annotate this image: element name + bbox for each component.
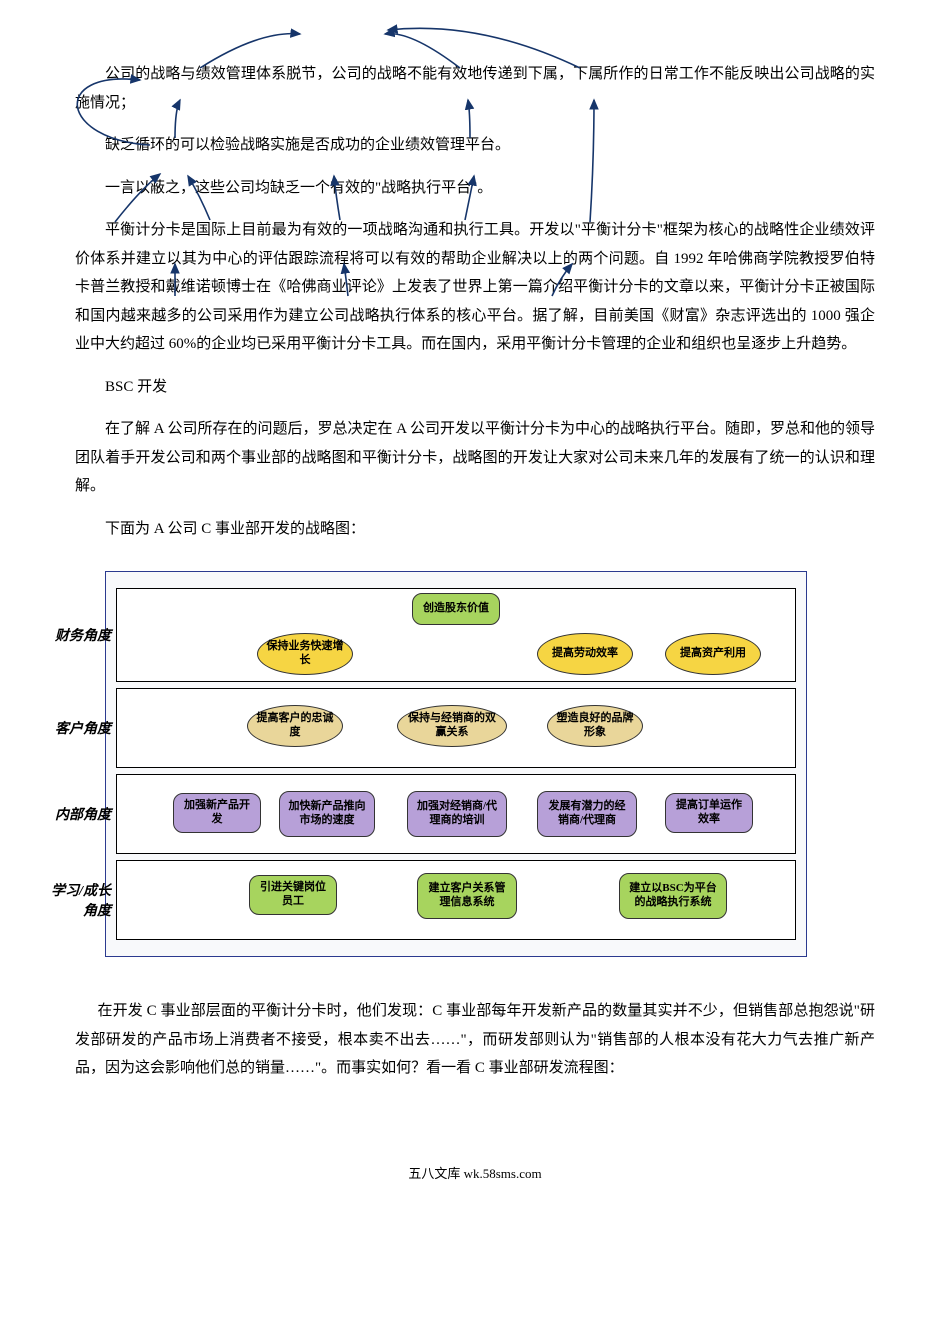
diagram-node: 提高资产利用 — [665, 633, 761, 675]
diagram-node: 加快新产品推向市场的速度 — [279, 791, 375, 837]
tier-label: 学习/成长角度 — [39, 880, 111, 920]
section-heading: BSC 开发 — [75, 373, 875, 402]
diagram-node: 提高客户的忠诚度 — [247, 705, 343, 747]
paragraph: 缺乏循环的可以检验战略实施是否成功的企业绩效管理平台。 — [75, 131, 875, 160]
diagram-node: 保持与经销商的双赢关系 — [397, 705, 507, 747]
tier-label: 财务角度 — [39, 625, 111, 645]
diagram-node: 保持业务快速增长 — [257, 633, 353, 675]
paragraph: 下面为 A 公司 C 事业部开发的战略图： — [75, 515, 875, 544]
diagram-node: 引进关键岗位员工 — [249, 875, 337, 915]
page-footer: 五八文库 wk.58sms.com — [75, 1163, 875, 1182]
diagram-node: 建立客户关系管理信息系统 — [417, 873, 517, 919]
diagram-node: 塑造良好的品牌形象 — [547, 705, 643, 747]
paragraph: 在了解 A 公司所存在的问题后，罗总决定在 A 公司开发以平衡计分卡为中心的战略… — [75, 415, 875, 501]
paragraph: 公司的战略与绩效管理体系脱节，公司的战略不能有效地传递到下属，下属所作的日常工作… — [75, 60, 875, 117]
tier: 财务角度创造股东价值保持业务快速增长提高劳动效率提高资产利用 — [116, 588, 796, 682]
tier: 学习/成长角度引进关键岗位员工建立客户关系管理信息系统建立以BSC为平台的战略执… — [116, 860, 796, 940]
strategy-diagram: 财务角度创造股东价值保持业务快速增长提高劳动效率提高资产利用客户角度提高客户的忠… — [105, 571, 807, 957]
paragraph: 在开发 C 事业部层面的平衡计分卡时，他们发现：C 事业部每年开发新产品的数量其… — [75, 997, 875, 1083]
tier: 客户角度提高客户的忠诚度保持与经销商的双赢关系塑造良好的品牌形象 — [116, 688, 796, 768]
tier-label: 客户角度 — [39, 718, 111, 738]
diagram-node: 提高劳动效率 — [537, 633, 633, 675]
diagram-node: 加强新产品开发 — [173, 793, 261, 833]
diagram-node: 提高订单运作效率 — [665, 793, 753, 833]
diagram-node: 建立以BSC为平台的战略执行系统 — [619, 873, 727, 919]
page: 公司的战略与绩效管理体系脱节，公司的战略不能有效地传递到下属，下属所作的日常工作… — [0, 0, 950, 1222]
paragraph: 一言以蔽之，这些公司均缺乏一个有效的"战略执行平台"。 — [75, 174, 875, 203]
tier: 内部角度加强新产品开发加快新产品推向市场的速度加强对经销商/代理商的培训发展有潜… — [116, 774, 796, 854]
diagram-node: 创造股东价值 — [412, 593, 500, 625]
tier-label: 内部角度 — [39, 804, 111, 824]
diagram-node: 加强对经销商/代理商的培训 — [407, 791, 507, 837]
strategy-map-figure: 财务角度创造股东价值保持业务快速增长提高劳动效率提高资产利用客户角度提高客户的忠… — [105, 571, 875, 957]
diagram-node: 发展有潜力的经销商/代理商 — [537, 791, 637, 837]
paragraph: 平衡计分卡是国际上目前最为有效的一项战略沟通和执行工具。开发以"平衡计分卡"框架… — [75, 216, 875, 359]
